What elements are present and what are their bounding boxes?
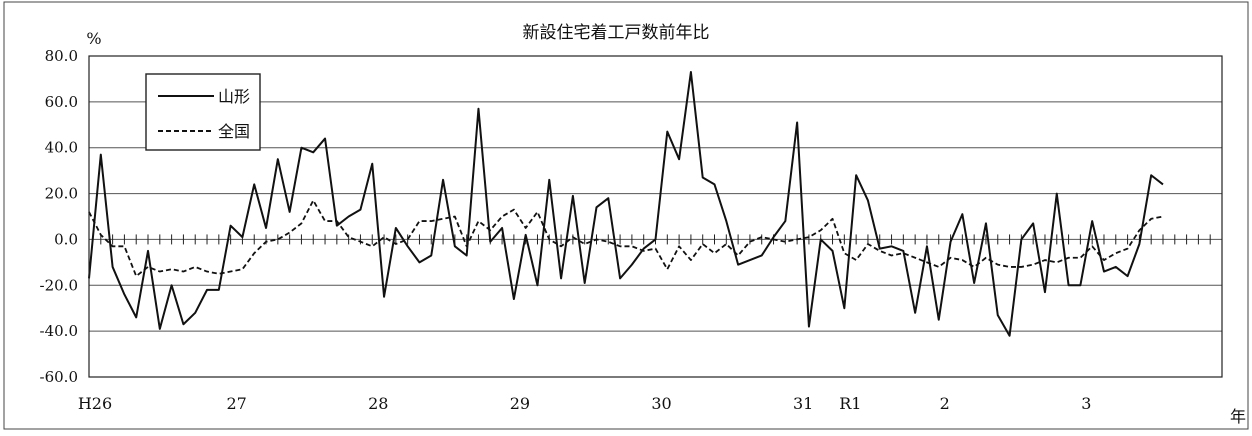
y-tick-label: 40.0 [45, 139, 78, 157]
y-tick-label: 0.0 [54, 230, 78, 248]
y-tick-labels: 80.0 60.0 40.0 20.0 0.0 -20.0 -40.0 -60.0 [40, 47, 78, 386]
y-tick-label: -60.0 [40, 368, 78, 386]
legend-label-zenkoku: 全国 [218, 122, 250, 141]
x-tick-label: 3 [1081, 394, 1091, 413]
chart-title: 新設住宅着工戸数前年比 [523, 23, 710, 43]
series-line-0 [88, 71, 1164, 337]
series-lines [88, 71, 1164, 337]
legend-label-yamagata: 山形 [218, 87, 250, 106]
x-tick-label: 31 [793, 394, 813, 413]
legend: 山形 全国 [145, 73, 261, 151]
plot-area-frame [88, 55, 1223, 378]
y-tick-label: 20.0 [45, 185, 78, 203]
y-tick-label: 80.0 [45, 47, 78, 65]
x-tick-label: 29 [510, 394, 530, 413]
y-tick-label: -20.0 [40, 276, 78, 294]
x-tick-label: 28 [368, 394, 388, 413]
y-tick-label: 60.0 [45, 93, 78, 111]
x-tick-label: H26 [78, 394, 112, 413]
x-tick-label: R1 [839, 394, 861, 413]
x-axis-unit: 年 [1230, 407, 1246, 426]
y-tick-label: -40.0 [40, 322, 78, 340]
x-tick-label: 2 [940, 394, 950, 413]
y-axis-unit: % [86, 29, 101, 48]
x-tick-labels: H26 27 28 29 30 31 R1 2 3 [78, 394, 1092, 413]
x-tick-label: 30 [651, 394, 671, 413]
legend-box [145, 73, 261, 151]
series-line-1 [88, 199, 1164, 278]
zero-line-ticks [88, 234, 1223, 245]
x-tick-label: 27 [226, 394, 246, 413]
outer-frame [3, 1, 1249, 430]
